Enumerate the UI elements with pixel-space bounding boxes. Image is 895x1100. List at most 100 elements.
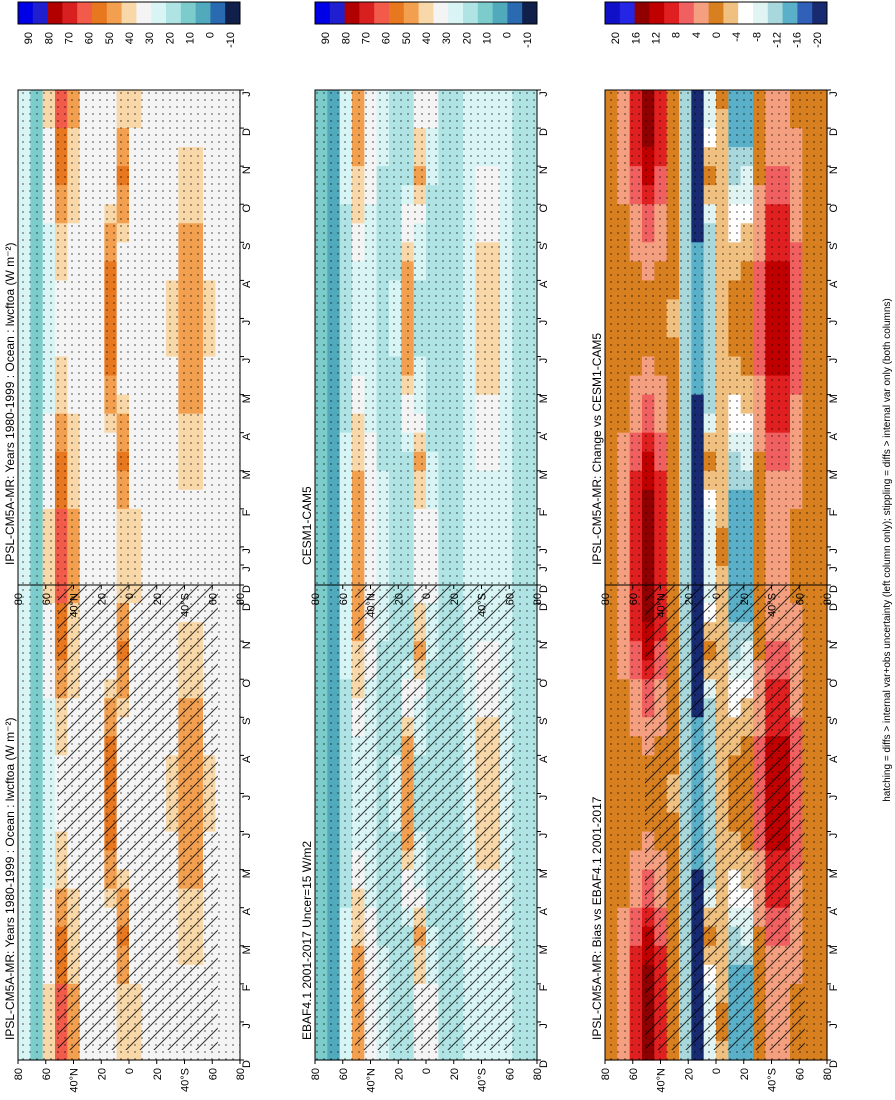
panel-title: CESM1-CAM5: [300, 486, 314, 565]
month-tick-label: A: [241, 280, 253, 288]
colorbar-swatch: [403, 2, 419, 24]
colorbar-tick-label: 10: [482, 32, 494, 44]
month-tick-label: J: [828, 91, 840, 97]
month-tick-label: S: [241, 243, 253, 250]
colorbar-frame: [314, 1, 538, 25]
lat-tick-label: 40°N: [69, 593, 81, 618]
month-tick-label: J: [538, 566, 550, 572]
month-tick-label: A: [241, 907, 253, 915]
colorbar-swatch: [166, 2, 182, 24]
colorbar-tick-label: 90: [23, 32, 35, 44]
month-tick-label: M: [828, 945, 840, 954]
colorbar-tick-label: 80: [43, 32, 55, 44]
month-tick-label: M: [828, 470, 840, 479]
colorbar-tick-label: 0: [205, 32, 217, 38]
colorbar-swatch: [47, 2, 63, 24]
month-tick-label: J: [538, 795, 550, 801]
lat-tick-label: 20: [393, 593, 405, 605]
lat-tick-label: 60: [628, 1068, 640, 1080]
panel-2: 80 60 40°N 20 0 20 40°S 60 80DJFMAMJJASONDJIPSL-…: [3, 1, 253, 618]
month-tick-label: M: [241, 394, 253, 403]
footnote: hatching = diffs > internal var+obs unce…: [882, 298, 893, 802]
lat-tick-label: 80: [13, 593, 25, 605]
colorbar-tick-label: 16: [630, 32, 642, 44]
colorbar-tick-label: -12: [772, 32, 784, 48]
colorbar-swatch: [664, 2, 680, 24]
colorbar-swatch: [18, 2, 34, 24]
colorbar-swatch: [797, 2, 813, 24]
month-tick-label: D: [538, 585, 550, 593]
month-tick-label: A: [828, 755, 840, 763]
month-tick-label: F: [828, 509, 840, 516]
month-tick-label: D: [828, 585, 840, 593]
lat-tick-label: 80: [310, 593, 322, 605]
colorbar-swatch: [448, 2, 464, 24]
month-tick-label: A: [538, 280, 550, 288]
month-tick-label: J: [828, 548, 840, 554]
month-tick-label: N: [241, 166, 253, 174]
month-tick-label: M: [241, 470, 253, 479]
month-tick-label: S: [828, 243, 840, 250]
month-tick-label: S: [538, 243, 550, 250]
month-tick-label: J: [538, 320, 550, 326]
month-tick-label: M: [241, 945, 253, 954]
colorbar-swatch: [723, 2, 739, 24]
colorbar-swatch: [619, 2, 635, 24]
month-tick-label: J: [828, 566, 840, 572]
colorbar-tick-label: 8: [671, 32, 683, 38]
colorbar-tick-label: 50: [401, 32, 413, 44]
lat-tick-label: 60: [628, 593, 640, 605]
colorbar-tick-label: 20: [461, 32, 473, 44]
month-tick-label: J: [538, 91, 550, 97]
colorbar-swatch: [121, 2, 137, 24]
lat-tick-label: 80: [822, 1068, 834, 1080]
colorbar-swatch: [315, 2, 331, 24]
lat-tick-label: 80: [822, 593, 834, 605]
colorbar-swatch: [151, 2, 167, 24]
colorbar-tick-label: 60: [84, 32, 96, 44]
lat-tick-label: 20: [683, 1068, 695, 1080]
month-tick-label: S: [538, 718, 550, 725]
colorbar-swatch: [634, 2, 650, 24]
lat-tick-label: 40°S: [180, 593, 192, 617]
colorbar-swatch: [782, 2, 798, 24]
colorbar-swatch: [507, 2, 523, 24]
colorbar-tick-label: 0: [711, 32, 723, 38]
month-tick-label: D: [538, 128, 550, 136]
lat-tick-label: 80: [310, 1068, 322, 1080]
colorbar-tick-label: -8: [751, 32, 763, 42]
month-tick-label: J: [241, 1023, 253, 1029]
colorbar-tick-label: 40: [421, 32, 433, 44]
colorbar-tick-label: 70: [360, 32, 372, 44]
colorbar-swatch: [329, 2, 345, 24]
lat-tick-label: 0: [711, 593, 723, 599]
lat-tick-label: 60: [207, 1068, 219, 1080]
month-tick-label: M: [828, 394, 840, 403]
month-tick-label: N: [828, 166, 840, 174]
lat-tick-label: 60: [794, 593, 806, 605]
colorbar-tick-label: -4: [731, 32, 743, 42]
colorbar-tick-label: 60: [381, 32, 393, 44]
colorbar-tick-label: -16: [792, 32, 804, 48]
colorbar-swatch: [92, 2, 108, 24]
colorbar-swatch: [106, 2, 122, 24]
stipple-overlay: [315, 90, 537, 585]
month-tick-label: A: [538, 755, 550, 763]
colorbar-swatch: [136, 2, 152, 24]
month-tick-label: N: [241, 641, 253, 649]
month-tick-label: J: [538, 1023, 550, 1029]
lat-tick-label: 60: [338, 1068, 350, 1080]
month-tick-label: M: [538, 394, 550, 403]
month-tick-label: D: [241, 585, 253, 593]
lat-tick-label: 20: [449, 1068, 461, 1080]
lat-tick-label: 40°N: [69, 1068, 81, 1093]
month-tick-label: F: [538, 509, 550, 516]
month-tick-label: J: [828, 1023, 840, 1029]
colorbar-swatch: [389, 2, 405, 24]
lat-tick-label: 0: [124, 593, 136, 599]
panel-title: IPSL-CM5A-MR: Change vs CESM1-CAM5: [590, 333, 604, 565]
month-tick-label: J: [241, 91, 253, 97]
month-tick-label: M: [538, 945, 550, 954]
month-tick-label: M: [828, 869, 840, 878]
lat-tick-label: 20: [152, 593, 164, 605]
